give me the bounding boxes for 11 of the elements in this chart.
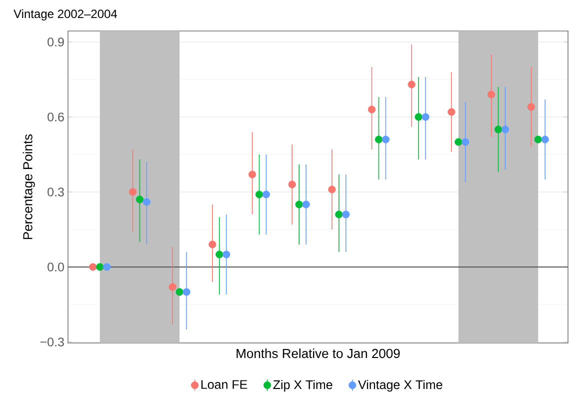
y-tick-label: 0.0 xyxy=(48,262,64,272)
y-tick-label: −0.3 xyxy=(40,338,64,346)
x-axis-title: Months Relative to Jan 2009 xyxy=(236,348,400,358)
y-axis-title: Percentage Points xyxy=(22,134,35,240)
y-tick-label: 0.6 xyxy=(48,112,64,122)
chart-title: Vintage 2002–2004 xyxy=(14,9,118,20)
y-tick-label: 0.3 xyxy=(48,188,64,196)
legend-label: Vintage X Time xyxy=(358,380,442,392)
legend-label: Loan FE xyxy=(201,380,248,389)
legend-label: Zip X Time xyxy=(273,380,332,392)
y-tick-label: 0.9 xyxy=(48,38,64,46)
